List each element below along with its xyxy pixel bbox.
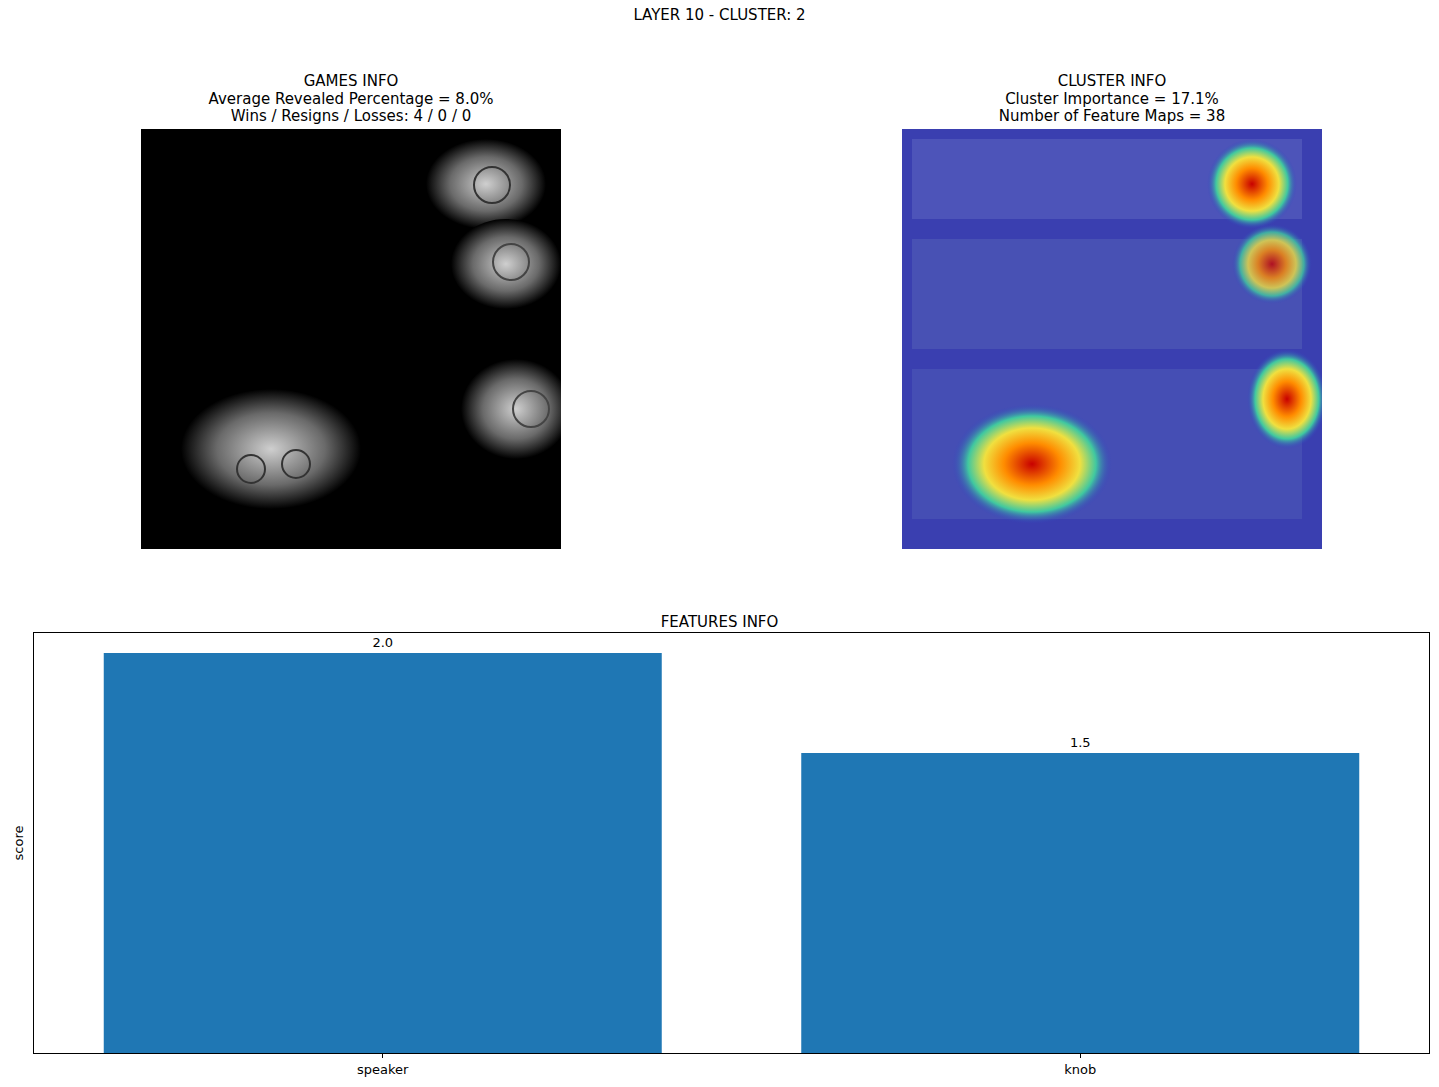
svg-text:score: score — [11, 826, 26, 861]
svg-text:FEATURES INFO: FEATURES INFO — [661, 613, 779, 631]
html-text:Wins / Resigns / Losses: 4 / 0: Wins / Resigns / Losses: 4 / 0 / 0 — [230, 107, 472, 125]
svg-text:2.0: 2.0 — [372, 635, 393, 650]
svg-text:knob: knob — [1064, 1062, 1096, 1077]
html-text:Number of Feature Maps = 38: Number of Feature Maps = 38 — [998, 107, 1226, 125]
html-text:GAMES INFO: GAMES INFO — [303, 72, 399, 90]
html-text:CLUSTER INFO: CLUSTER INFO — [1057, 72, 1167, 90]
html-text:Average Revealed Percentage =: Average Revealed Percentage = 8.0% — [208, 89, 494, 108]
svg-text:speaker: speaker — [357, 1062, 409, 1077]
html-text:Cluster Importance = 17.1%: Cluster Importance = 17.1% — [1005, 89, 1219, 108]
svg-text:1.5: 1.5 — [1070, 735, 1091, 750]
html-text:LAYER 10 - CLUSTER: 2: LAYER 10 - CLUSTER: 2 — [633, 6, 806, 24]
